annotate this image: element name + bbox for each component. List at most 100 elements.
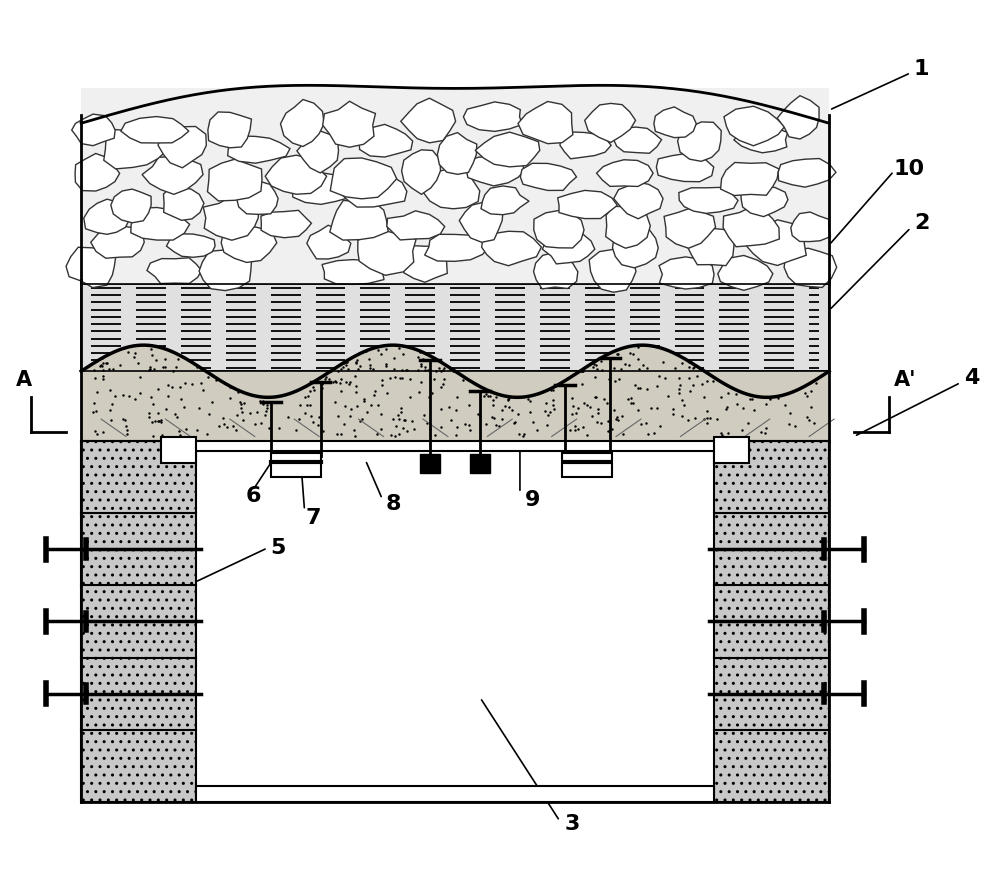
Polygon shape	[91, 225, 144, 258]
Polygon shape	[422, 168, 480, 209]
Polygon shape	[437, 133, 477, 175]
Polygon shape	[718, 256, 773, 291]
Polygon shape	[589, 250, 636, 292]
Polygon shape	[425, 234, 489, 261]
Bar	[196, 451, 714, 787]
Bar	[420, 454, 440, 473]
Polygon shape	[534, 252, 578, 289]
Polygon shape	[402, 245, 447, 282]
Polygon shape	[228, 136, 290, 163]
Polygon shape	[401, 98, 456, 143]
Polygon shape	[465, 157, 525, 186]
Text: 10: 10	[894, 160, 925, 180]
Text: A: A	[16, 370, 32, 390]
Polygon shape	[744, 220, 806, 265]
Polygon shape	[166, 234, 215, 258]
Bar	[81, 88, 829, 285]
Polygon shape	[322, 259, 384, 285]
Polygon shape	[606, 206, 650, 248]
Polygon shape	[656, 154, 714, 182]
Polygon shape	[784, 248, 837, 287]
Polygon shape	[104, 129, 168, 168]
Polygon shape	[482, 231, 541, 265]
Text: 1: 1	[914, 59, 929, 79]
Polygon shape	[131, 208, 190, 240]
Polygon shape	[203, 196, 258, 240]
Polygon shape	[613, 229, 658, 268]
Polygon shape	[664, 209, 716, 248]
Polygon shape	[163, 187, 204, 220]
Polygon shape	[679, 188, 738, 213]
Bar	[714, 436, 749, 463]
Polygon shape	[654, 107, 696, 138]
Polygon shape	[791, 212, 830, 242]
Polygon shape	[659, 257, 714, 289]
Text: 5: 5	[271, 538, 286, 558]
Polygon shape	[741, 186, 788, 217]
Polygon shape	[221, 224, 277, 263]
Text: 8: 8	[385, 494, 401, 514]
Bar	[271, 453, 320, 478]
Polygon shape	[614, 182, 663, 219]
Polygon shape	[459, 203, 503, 243]
Polygon shape	[147, 258, 202, 284]
Polygon shape	[359, 124, 413, 157]
Polygon shape	[723, 207, 779, 247]
Polygon shape	[387, 210, 445, 240]
Polygon shape	[402, 150, 440, 195]
Polygon shape	[291, 173, 351, 204]
Polygon shape	[678, 122, 721, 162]
Bar	[470, 454, 490, 473]
Polygon shape	[330, 158, 397, 199]
Polygon shape	[721, 162, 779, 196]
Bar	[81, 285, 829, 371]
Polygon shape	[518, 101, 573, 144]
Polygon shape	[323, 101, 375, 148]
Text: 9: 9	[525, 490, 540, 510]
Text: A': A'	[894, 370, 916, 390]
Polygon shape	[207, 159, 262, 201]
Polygon shape	[481, 186, 529, 215]
Polygon shape	[585, 103, 636, 142]
Polygon shape	[158, 127, 206, 168]
Polygon shape	[777, 96, 819, 139]
Polygon shape	[597, 160, 653, 187]
Bar	[161, 436, 196, 463]
Polygon shape	[475, 132, 540, 167]
Polygon shape	[121, 116, 189, 143]
Polygon shape	[142, 156, 203, 195]
Polygon shape	[558, 190, 617, 218]
Polygon shape	[66, 247, 116, 287]
Polygon shape	[778, 159, 836, 187]
Polygon shape	[358, 230, 416, 275]
Polygon shape	[560, 132, 611, 159]
Polygon shape	[81, 345, 829, 397]
Polygon shape	[84, 199, 130, 234]
Polygon shape	[724, 107, 785, 146]
Text: 2: 2	[914, 213, 929, 233]
Text: 7: 7	[306, 507, 321, 527]
Polygon shape	[687, 229, 735, 265]
Polygon shape	[614, 127, 662, 154]
Bar	[161, 441, 749, 451]
Polygon shape	[307, 225, 351, 259]
Polygon shape	[534, 210, 584, 248]
Polygon shape	[265, 155, 327, 194]
Polygon shape	[72, 114, 115, 146]
Bar	[81, 371, 829, 441]
Polygon shape	[463, 102, 522, 131]
Polygon shape	[520, 163, 576, 190]
Polygon shape	[261, 210, 311, 237]
Text: 4: 4	[964, 368, 979, 388]
Polygon shape	[339, 175, 407, 207]
Polygon shape	[237, 181, 278, 215]
Polygon shape	[208, 112, 251, 148]
Text: 6: 6	[246, 485, 261, 505]
Bar	[81, 441, 196, 802]
Polygon shape	[297, 131, 339, 173]
Polygon shape	[75, 154, 120, 191]
Bar	[562, 453, 612, 478]
Bar	[714, 441, 829, 802]
Polygon shape	[199, 250, 252, 291]
Bar	[196, 787, 714, 802]
